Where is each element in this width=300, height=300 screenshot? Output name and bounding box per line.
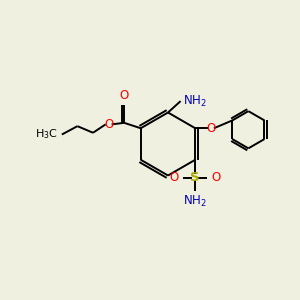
Text: H$_3$C: H$_3$C	[35, 128, 58, 142]
Text: O: O	[212, 171, 221, 184]
Text: S: S	[190, 171, 200, 184]
Text: O: O	[104, 118, 113, 131]
Text: NH$_2$: NH$_2$	[183, 194, 207, 209]
Text: O: O	[120, 89, 129, 103]
Text: O: O	[169, 171, 179, 184]
Text: NH$_2$: NH$_2$	[183, 94, 207, 109]
Text: O: O	[206, 122, 215, 135]
